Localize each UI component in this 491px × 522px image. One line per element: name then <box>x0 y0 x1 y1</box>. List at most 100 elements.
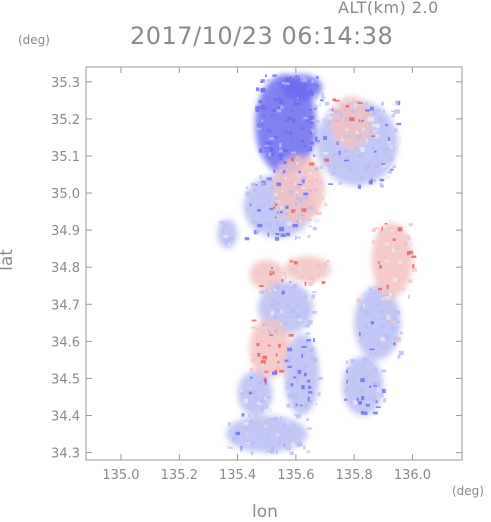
echo-speckle <box>347 168 353 171</box>
echo-speckle <box>411 267 417 272</box>
echo-speckle <box>265 141 271 145</box>
echo-speckle <box>384 259 389 262</box>
echo-speckle <box>373 286 378 288</box>
echo-speckle <box>261 363 264 366</box>
echo-speckle <box>300 79 303 82</box>
echo-speckle <box>246 446 250 449</box>
echo-speckle <box>274 236 280 241</box>
echo-speckle <box>298 75 301 79</box>
echo-speckle <box>271 267 273 269</box>
echo-speckle <box>307 398 310 402</box>
echo-speckle <box>275 433 280 436</box>
echo-speckle <box>269 137 275 140</box>
echo-speckle <box>252 353 255 358</box>
echo-speckle <box>311 119 315 122</box>
echo-speckle <box>260 360 266 364</box>
echo-speckle <box>265 289 269 294</box>
echo-speckle <box>397 326 399 329</box>
echo-speckle <box>300 274 304 279</box>
echo-speckle <box>259 271 265 274</box>
echo-speckle <box>374 166 379 169</box>
echo-speckle <box>280 309 283 314</box>
echo-speckle <box>267 344 271 347</box>
echo-speckle <box>390 326 395 331</box>
echo-speckle <box>277 366 281 370</box>
echo-speckle <box>265 79 272 82</box>
echo-speckle <box>386 284 389 290</box>
echo-speckle <box>287 116 293 121</box>
y-tick-label: 34.3 <box>51 447 80 462</box>
echo-speckle <box>265 405 268 409</box>
echo-speckle <box>359 183 361 186</box>
echo-speckle <box>278 343 281 348</box>
echo-speckle <box>280 211 283 214</box>
echo-speckle <box>304 372 307 377</box>
echo-speckle <box>259 285 264 288</box>
echo-speckle <box>363 304 366 308</box>
echo-speckle <box>289 131 293 136</box>
echo-speckle <box>336 141 339 145</box>
echo-speckle <box>362 358 366 362</box>
echo-speckle <box>293 85 299 89</box>
echo-speckle <box>345 156 350 161</box>
echo-speckle <box>401 263 404 267</box>
echo-speckle <box>251 390 257 395</box>
echo-speckle <box>250 182 256 187</box>
x-axis-ticks: 135.0 135.2 135.4 135.6 135.8 136.0 <box>102 67 431 483</box>
echo-speckle <box>280 206 282 210</box>
echo-speckle <box>299 75 305 79</box>
echo-speckle <box>374 382 380 386</box>
echo-speckle <box>382 388 386 393</box>
echo-speckle <box>289 281 292 283</box>
echo-speckle <box>258 100 263 104</box>
echo-speckle <box>286 403 291 408</box>
echo-speckle <box>291 209 296 213</box>
echo-speckle <box>285 205 289 209</box>
echo-speckle <box>250 326 256 329</box>
echo-speckle <box>260 87 266 92</box>
echo-speckle <box>274 286 280 290</box>
echo-speckle <box>301 385 305 390</box>
echo-speckle <box>397 227 403 232</box>
echo-speckle <box>282 82 286 86</box>
echo-speckle <box>222 239 226 242</box>
y-tick-label: 35.3 <box>51 76 80 91</box>
echo-speckle <box>276 197 279 200</box>
echo-speckle <box>309 189 312 193</box>
echo-speckle <box>311 79 314 83</box>
echo-speckle <box>223 222 226 226</box>
echo-speckle <box>322 119 326 121</box>
echo-speckle <box>304 210 307 214</box>
echo-speckle <box>268 328 274 332</box>
echo-speckle <box>376 343 381 346</box>
echo-speckle <box>291 309 296 314</box>
echo-speckle <box>391 114 395 118</box>
y-unit-label: (deg) <box>18 33 50 47</box>
echo-speckle <box>264 424 267 428</box>
echo-speckle <box>338 182 341 186</box>
echo-speckle <box>289 76 292 79</box>
echo-speckle <box>338 150 341 156</box>
echo-speckle <box>303 364 307 369</box>
echo-speckle <box>356 397 359 402</box>
echo-speckle <box>372 399 374 402</box>
echo-speckle <box>286 168 288 171</box>
echo-speckle <box>272 446 278 449</box>
echo-speckle <box>281 278 284 282</box>
echo-speckle <box>382 109 385 114</box>
echo-speckle <box>317 392 321 396</box>
echo-speckle <box>263 331 266 334</box>
echo-speckle <box>283 285 288 288</box>
echo-speckle <box>412 264 415 268</box>
echo-speckle <box>311 294 315 299</box>
echo-speckle <box>344 389 347 393</box>
echo-speckle <box>249 419 253 423</box>
echo-speckle <box>226 227 230 230</box>
echo-speckle <box>328 183 333 185</box>
echo-speckle <box>255 106 260 111</box>
echo-speckle <box>292 78 295 82</box>
echo-speckle <box>279 369 285 373</box>
echo-speckle <box>344 149 350 153</box>
echo-speckle <box>344 109 347 111</box>
y-tick-label: 34.7 <box>51 298 80 313</box>
